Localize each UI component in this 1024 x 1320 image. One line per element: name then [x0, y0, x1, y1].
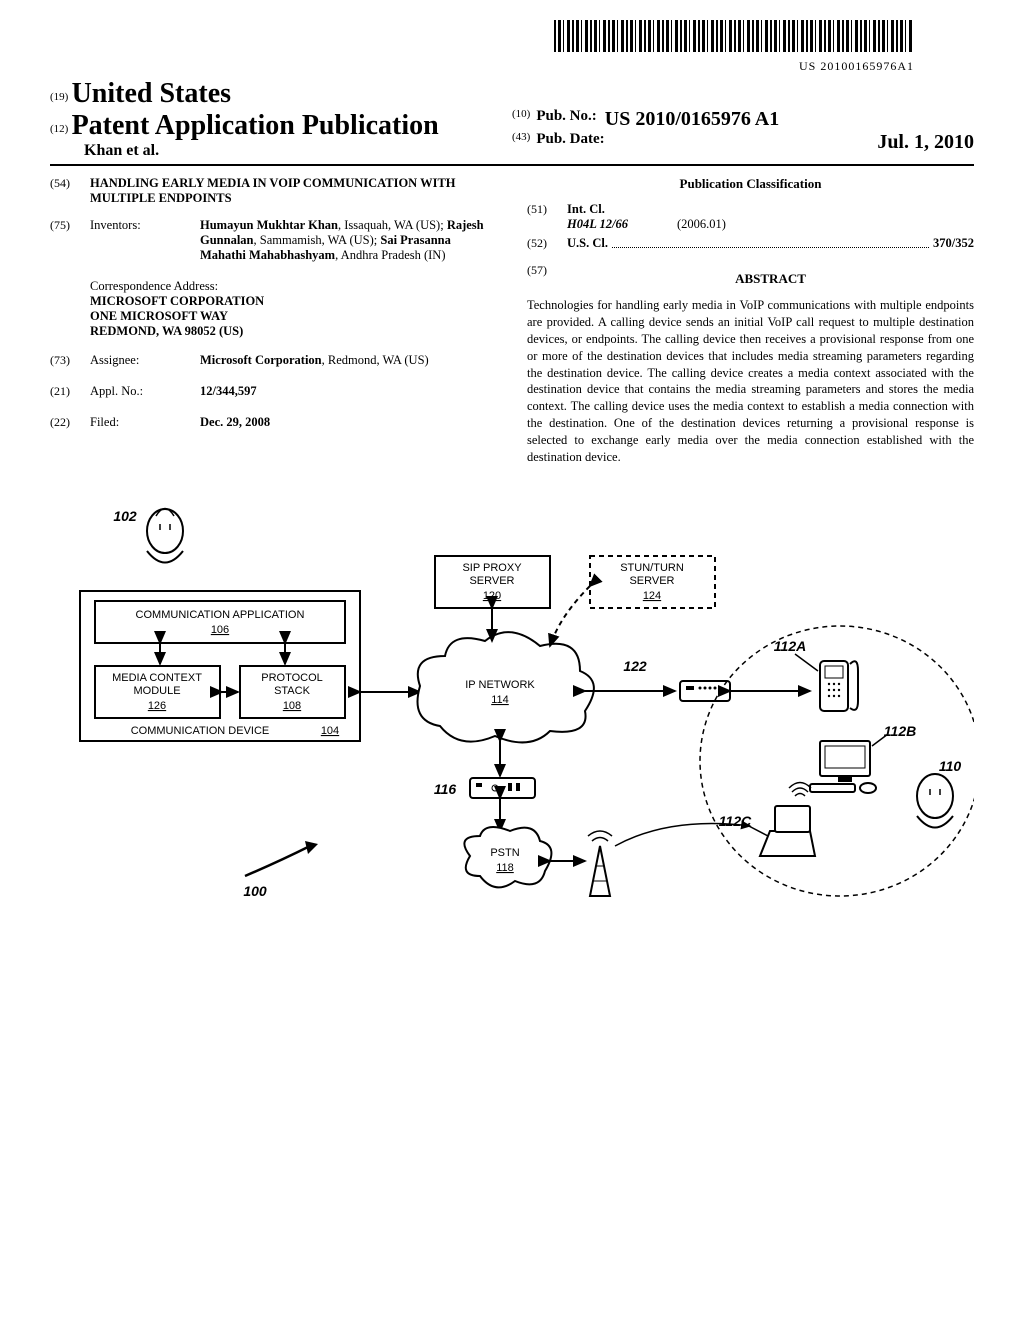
f75-num: (75) [50, 218, 90, 267]
f51-num: (51) [527, 202, 567, 232]
user-110-icon [917, 774, 953, 828]
code-19: (19) [50, 91, 68, 103]
intcl-label: Int. Cl. [567, 202, 605, 216]
uscl-value: 370/352 [933, 236, 974, 251]
barcode-region: US 20100165976A1 [50, 0, 974, 78]
label-122: 122 [623, 658, 647, 674]
f73-num: (73) [50, 353, 90, 372]
box-106-label: COMMUNICATION APPLICATION [136, 609, 305, 621]
inventors-label: Inventors: [90, 218, 200, 263]
code-43: (43) [512, 131, 530, 154]
bibliographic-body: (54) HANDLING EARLY MEDIA IN VOIP COMMUN… [50, 176, 974, 466]
code-10: (10) [512, 108, 530, 131]
pstn-label: PSTN [490, 847, 519, 859]
classification-title: Publication Classification [527, 176, 974, 192]
label-100: 100 [243, 883, 267, 899]
correspondence-address: MICROSOFT CORPORATION ONE MICROSOFT WAY … [90, 294, 497, 339]
laptop-112c-icon [760, 782, 815, 856]
applno-value: 12/344,597 [200, 384, 257, 398]
gateway-icon [470, 778, 535, 798]
barcode-graphic [554, 20, 914, 52]
leader-dots [612, 247, 929, 248]
label-102: 102 [113, 508, 137, 524]
label-112a: 112A [774, 638, 806, 654]
pub-no: US 2010/0165976 A1 [605, 108, 779, 131]
barcode-number: US 20100165976A1 [799, 59, 914, 73]
box-104-num: 104 [321, 725, 339, 737]
publication-type: Patent Application Publication [72, 110, 439, 141]
ip-net-label: IP NETWORK [465, 679, 535, 691]
box-126-l2: MODULE [133, 685, 180, 697]
box-120-l2: SERVER [469, 575, 514, 587]
pub-date-label: Pub. Date: [536, 131, 604, 154]
box-106 [95, 601, 345, 643]
box-120-num: 120 [483, 590, 501, 602]
filed-label: Filed: [90, 415, 200, 430]
country-title: United States [72, 78, 231, 109]
abstract-title: ABSTRACT [567, 271, 974, 287]
box-108-num: 108 [283, 700, 301, 712]
pub-date: Jul. 1, 2010 [605, 131, 974, 154]
box-126-num: 126 [148, 700, 166, 712]
uscl-label: U.S. Cl. [567, 236, 608, 251]
pstn-num: 118 [496, 862, 514, 874]
box-124-l1: STUN/TURN [620, 562, 684, 574]
box-108-l2: STACK [274, 685, 311, 697]
authors: Khan et al. [84, 142, 512, 160]
code-12: (12) [50, 123, 68, 135]
f52-num: (52) [527, 236, 567, 251]
modem-icon [680, 681, 730, 701]
phone-112a-icon [820, 661, 858, 711]
box-104-label: COMMUNICATION DEVICE [131, 725, 270, 737]
applno-label: Appl. No.: [90, 384, 200, 399]
box-120-l1: SIP PROXY [462, 562, 522, 574]
intcl-code: H04L 12/66 [567, 217, 677, 232]
assignee-value: Microsoft Corporation, Redmond, WA (US) [200, 353, 497, 368]
box-126-l1: MEDIA CONTEXT [112, 672, 202, 684]
box-106-num: 106 [211, 624, 229, 636]
box-124-num: 124 [643, 590, 661, 602]
filed-value: Dec. 29, 2008 [200, 415, 270, 429]
label-112c: 112C [719, 813, 752, 829]
f22-num: (22) [50, 415, 90, 434]
assignee-label: Assignee: [90, 353, 200, 368]
correspondence-label: Correspondence Address: [90, 279, 497, 294]
box-108-l1: PROTOCOL [261, 672, 323, 684]
ip-net-num: 114 [491, 694, 509, 706]
f21-num: (21) [50, 384, 90, 403]
invention-title: HANDLING EARLY MEDIA IN VOIP COMMUNICATI… [90, 176, 497, 206]
box-124-l2: SERVER [629, 575, 674, 587]
label-116: 116 [434, 781, 457, 797]
user-102-icon [147, 508, 183, 562]
f57-num: (57) [527, 263, 567, 295]
label-112b: 112B [884, 723, 916, 739]
desktop-112b-icon [810, 741, 876, 793]
inventors-value: Humayun Mukhtar Khan, Issaquah, WA (US);… [200, 218, 497, 263]
figure-1: 102 COMMUNICATION APPLICATION 106 MEDIA … [50, 496, 974, 926]
inventor-1: Humayun Mukhtar Khan [200, 218, 338, 232]
abstract-body: Technologies for handling early media in… [527, 297, 974, 466]
header: (19) United States (12) Patent Applicati… [50, 78, 974, 166]
correspondence-block: Correspondence Address: MICROSOFT CORPOR… [90, 279, 497, 339]
label-110: 110 [939, 758, 962, 774]
intcl-year: (2006.01) [677, 217, 726, 232]
pub-no-label: Pub. No.: [536, 108, 596, 131]
f54-num: (54) [50, 176, 90, 206]
cell-tower-icon [588, 831, 612, 896]
